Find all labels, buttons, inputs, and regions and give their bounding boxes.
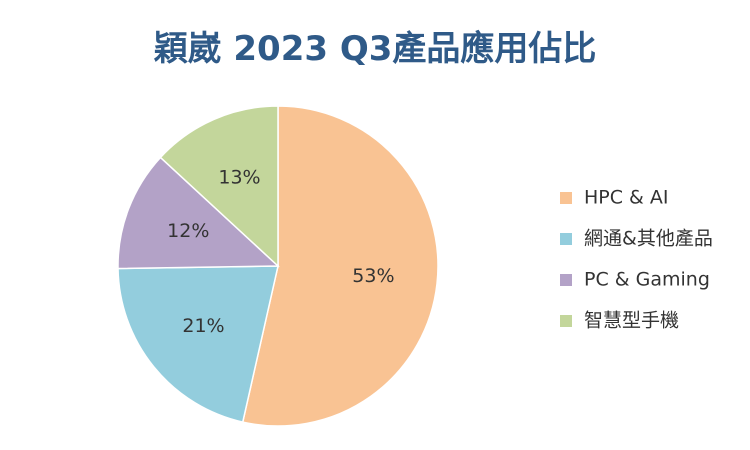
legend-label: 網通&其他產品	[584, 228, 713, 250]
pie-slice-item-2	[117, 265, 279, 423]
legend-label: 智慧型手機	[584, 310, 679, 332]
legend-swatch	[560, 192, 572, 204]
slice-data-label: 13%	[218, 167, 260, 189]
pie-slice-hpc-ai	[241, 105, 439, 427]
slice-data-label: 21%	[182, 315, 224, 337]
chart-title: 穎崴 2023 Q3產品應用佔比	[154, 29, 597, 69]
legend-item: 智慧型手機	[560, 310, 679, 332]
pie-slice-item-4	[159, 105, 279, 268]
legend-label: PC & Gaming	[584, 269, 710, 291]
legend-item: PC & Gaming	[560, 269, 710, 291]
legend-item: HPC & AI	[560, 187, 669, 209]
slice-labels: 53% 21% 12% 13%	[167, 167, 394, 337]
legend-label: HPC & AI	[584, 187, 669, 209]
legend-swatch	[560, 233, 572, 245]
slice-data-label: 53%	[352, 265, 394, 287]
legend-swatch	[560, 274, 572, 286]
slice-data-label: 12%	[167, 220, 209, 242]
legend-item: 網通&其他產品	[560, 228, 713, 250]
pie-slices	[117, 105, 439, 427]
legend: HPC & AI 網通&其他產品 PC & Gaming 智慧型手機	[560, 187, 713, 332]
pie-slice-pc-gaming	[117, 156, 280, 270]
legend-swatch	[560, 315, 572, 327]
